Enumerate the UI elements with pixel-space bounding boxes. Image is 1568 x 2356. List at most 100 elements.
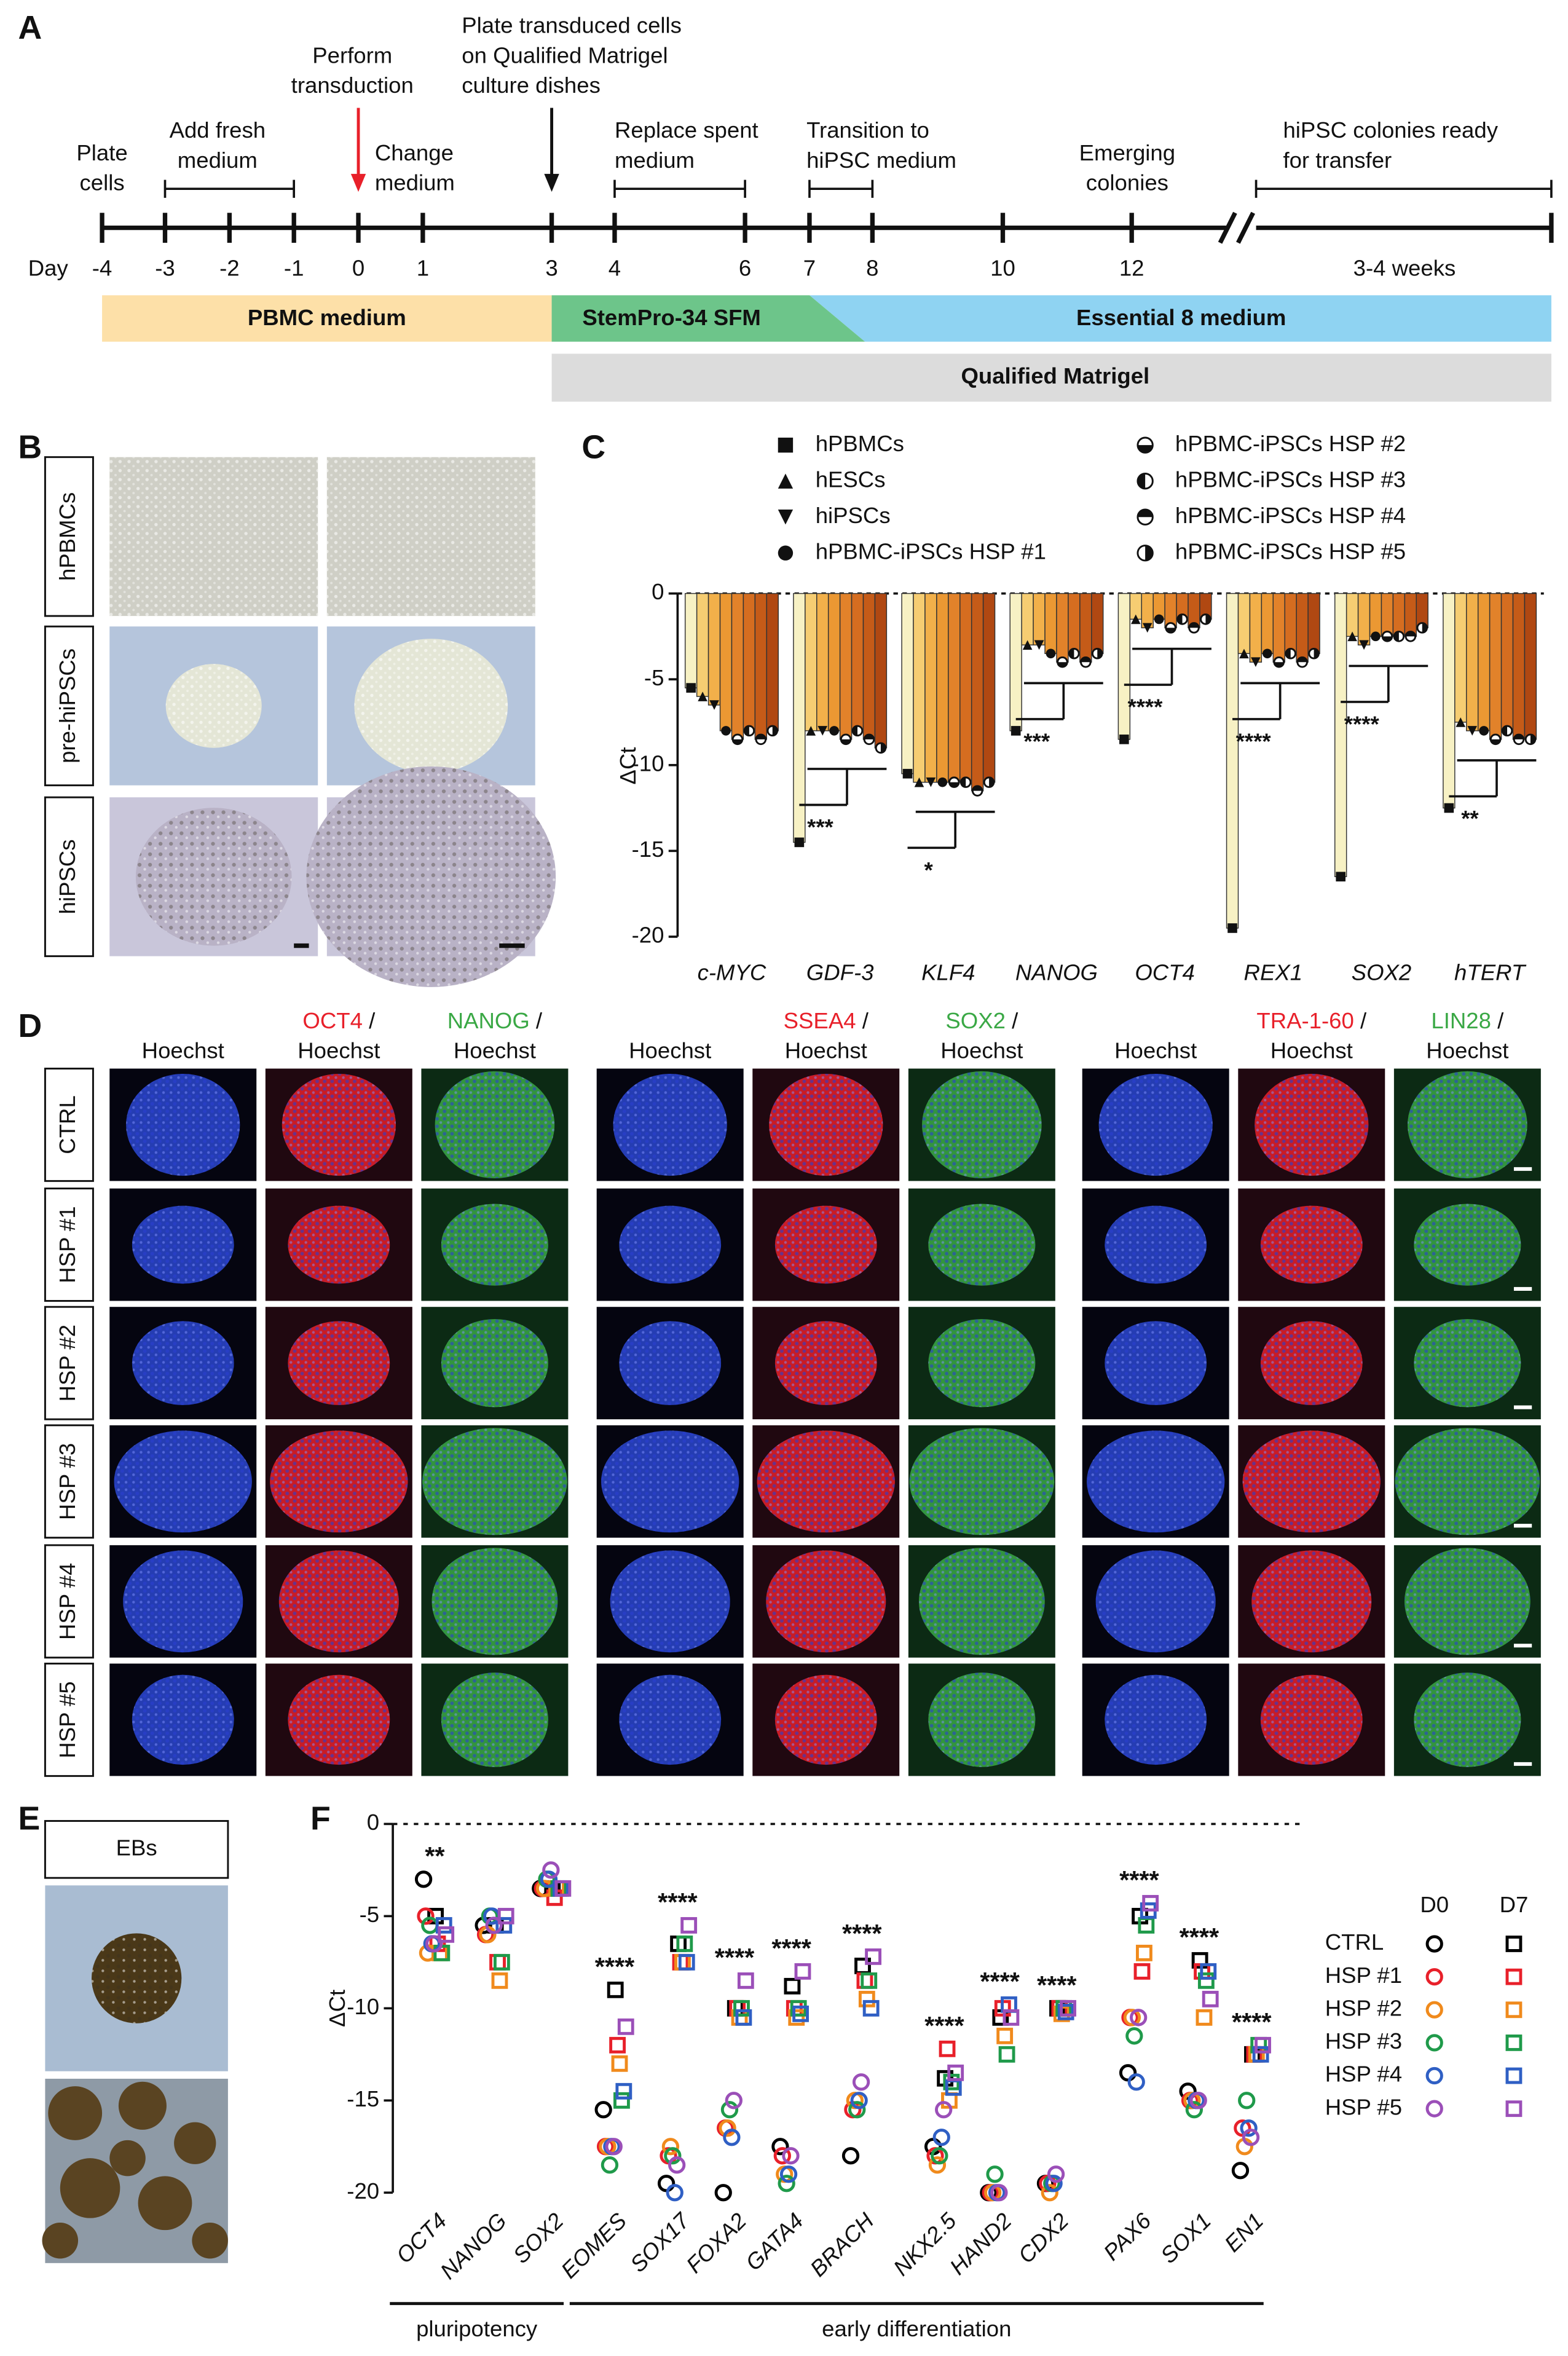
- marker: [1393, 631, 1405, 642]
- y-tick-label: -5: [360, 1902, 380, 1927]
- x-tick-label: OCT4: [1135, 960, 1195, 985]
- marker: [1263, 648, 1272, 659]
- point: [540, 1870, 558, 1888]
- group-label: pluripotency: [416, 2316, 538, 2341]
- point: [1425, 2066, 1443, 2085]
- fluorescence-image-texture: [431, 1548, 558, 1655]
- stain-name: NANOG: [447, 1008, 530, 1033]
- marker-fill: [1382, 636, 1392, 642]
- bar: [1021, 593, 1034, 646]
- panel-label: E: [18, 1800, 41, 1837]
- marker: [1200, 613, 1211, 625]
- x-tick-label: BRACH: [805, 2208, 879, 2282]
- marker-fill: [1514, 735, 1524, 739]
- bar: [684, 593, 698, 688]
- point: [1242, 2129, 1260, 2146]
- point: [491, 1972, 508, 1989]
- bar: [1009, 593, 1022, 731]
- marker: [1137, 436, 1154, 454]
- marker-fill: [1285, 648, 1291, 659]
- fluorescence-image-texture: [282, 1074, 396, 1176]
- event-label: hiPSC medium: [806, 148, 956, 173]
- significance: ****: [1119, 1865, 1159, 1894]
- fluorescence-image-texture: [1251, 1550, 1372, 1653]
- point: [609, 2036, 626, 2054]
- point: [861, 1972, 878, 1989]
- point: [719, 2119, 736, 2137]
- marker-fill: [744, 726, 749, 736]
- marker: [1142, 623, 1152, 633]
- medium-bar: [809, 295, 1551, 342]
- stain-name: OCT4: [302, 1008, 363, 1033]
- group-label: early differentiation: [822, 2316, 1011, 2341]
- point: [778, 2175, 795, 2192]
- fluorescence-image-texture: [1105, 1321, 1207, 1405]
- marker-fill: [1097, 648, 1103, 659]
- y-tick-label: -15: [632, 837, 664, 862]
- fluorescence-image-texture: [918, 1548, 1045, 1655]
- micrograph-texture: [109, 457, 318, 617]
- significance: ****: [1127, 695, 1163, 720]
- event-label: on Qualified Matrigel: [462, 42, 668, 68]
- point: [1505, 2001, 1523, 2019]
- point: [1119, 2064, 1137, 2082]
- fluorescence-image-texture: [757, 1430, 895, 1533]
- day-label: -2: [219, 256, 240, 281]
- point: [1425, 2100, 1443, 2118]
- marker-fill: [1314, 648, 1319, 659]
- fluorescence-image-texture: [132, 1321, 234, 1405]
- point: [856, 1972, 873, 1989]
- point: [489, 1953, 506, 1971]
- point: [1123, 2009, 1141, 2027]
- significance: ****: [924, 2011, 964, 2040]
- bar: [731, 593, 744, 740]
- fluorescence-image-texture: [922, 1071, 1042, 1178]
- marker: [1336, 872, 1345, 882]
- bar: [948, 593, 961, 783]
- bar: [1261, 593, 1274, 655]
- fluorescence-image-texture: [132, 1205, 234, 1284]
- point: [858, 1990, 875, 2007]
- day-label: 0: [352, 256, 364, 281]
- panel-label: A: [18, 9, 42, 46]
- bar: [1477, 593, 1491, 731]
- y-tick-label: -20: [632, 923, 664, 948]
- marker: [1034, 640, 1044, 650]
- x-tick-label: GDF-3: [806, 960, 874, 985]
- marker-fill: [1297, 657, 1307, 663]
- bar: [1512, 593, 1526, 740]
- stain-name: SOX2: [945, 1008, 1006, 1033]
- coating-bar: [551, 353, 1551, 402]
- bar: [1079, 593, 1092, 663]
- x-tick-label: EN1: [1219, 2208, 1268, 2256]
- legend-label: HSP #1: [1325, 1963, 1402, 1988]
- point: [1505, 2100, 1523, 2118]
- marker: [1080, 656, 1092, 668]
- fluorescence-image-texture: [278, 1550, 399, 1653]
- stain-name: TRA-1-60: [1256, 1008, 1353, 1033]
- x-tick-label: PAX6: [1098, 2208, 1156, 2266]
- point: [680, 1917, 698, 1934]
- micrograph-texture: [165, 664, 262, 748]
- marker: [926, 777, 936, 787]
- marker: [1501, 725, 1513, 737]
- bar: [1272, 593, 1285, 663]
- legend-header: D7: [1500, 1892, 1529, 1917]
- row-label: HSP #1: [55, 1206, 80, 1283]
- bar: [1307, 593, 1320, 655]
- legend-label: HSP #3: [1325, 2028, 1402, 2054]
- point: [617, 2018, 634, 2035]
- marker-fill: [864, 735, 874, 739]
- fluorescence-image-texture: [132, 1674, 234, 1765]
- significance: ****: [1344, 712, 1380, 737]
- column-header: Hoechst: [629, 1038, 711, 1063]
- marker: [1176, 613, 1188, 625]
- axis-break: [1236, 211, 1255, 244]
- column-header: Hoechst: [940, 1038, 1023, 1063]
- marker: [743, 725, 755, 737]
- point: [417, 1907, 435, 1925]
- marker-fill: [1394, 631, 1399, 642]
- marker-fill: [1145, 545, 1153, 561]
- panel-label: F: [310, 1800, 331, 1837]
